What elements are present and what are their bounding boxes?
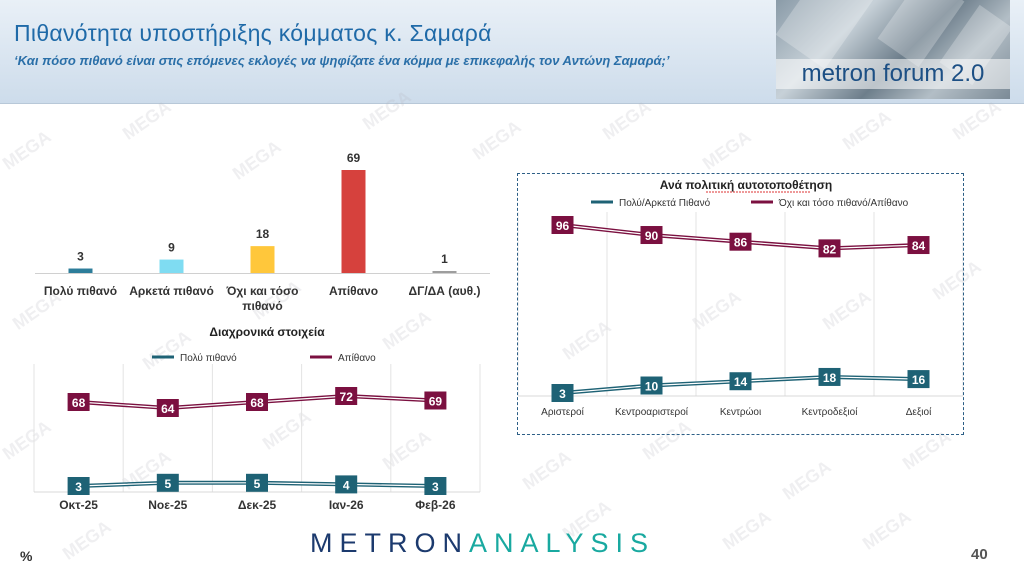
category-label: Δεξιοί	[906, 406, 932, 418]
bar	[159, 259, 184, 273]
data-point-marker	[907, 236, 930, 255]
data-point-marker	[729, 372, 752, 391]
data-point-marker	[551, 384, 574, 402]
metron-analysis-logo: METRONANALYSIS	[310, 528, 655, 559]
bar-chart: 3 Πολύ πιθανό 9 Αρκετά πιθανό 18 Όχι και τόσο…	[35, 151, 490, 313]
data-point-label: 84	[912, 239, 926, 253]
brand-right: ANALYSIS	[469, 528, 656, 558]
category-label: Κεντροδεξιοί	[802, 406, 859, 418]
bar-category-label: Πολύ πιθανό	[44, 284, 117, 298]
data-point-marker	[424, 477, 447, 495]
data-point-label: 64	[161, 402, 175, 416]
bar	[68, 268, 93, 273]
data-point-label: 3	[432, 480, 439, 494]
line-chart-title: Διαχρονικά στοιχεία	[209, 325, 325, 339]
data-point-label: 5	[254, 477, 261, 491]
bar-value-label: 18	[256, 227, 270, 241]
data-point-label: 10	[645, 380, 659, 394]
category-label: Δεκ-25	[238, 498, 277, 512]
mega-watermark: MEGA	[858, 506, 915, 554]
data-point-marker	[818, 239, 841, 258]
bar-category-label: ΔΓ/ΔΑ (αυθ.)	[409, 284, 481, 298]
data-point-label: 90	[645, 229, 659, 243]
data-point-label: 82	[823, 242, 837, 256]
data-point-marker	[640, 376, 663, 395]
bar	[250, 246, 275, 273]
data-point-marker	[67, 393, 90, 411]
data-point-marker	[729, 232, 752, 251]
mega-watermark: MEGA	[718, 506, 775, 554]
data-point-marker	[335, 387, 358, 405]
brand-left: METRON	[310, 528, 469, 558]
category-label: Ιαν-26	[329, 498, 364, 512]
unit-label: %	[20, 548, 33, 564]
data-point-label: 3	[559, 387, 566, 401]
page-number: 40	[971, 546, 988, 563]
data-point-label: 72	[340, 390, 354, 404]
data-point-label: 14	[734, 375, 748, 389]
data-point-marker	[907, 370, 930, 389]
data-point-label: 4	[343, 478, 350, 492]
bar-category-label: πιθανό	[242, 299, 282, 313]
bar	[341, 170, 366, 273]
line-chart-title: Ανά πολιτική αυτοτοποθέτηση	[660, 178, 833, 192]
bar-category-label: Αρκετά πιθανό	[129, 284, 214, 298]
data-point-label: 96	[556, 219, 570, 233]
legend-label: Απίθανο	[338, 352, 376, 364]
data-point-marker	[335, 475, 358, 494]
category-label: Οκτ-25	[59, 498, 98, 512]
data-point-marker	[246, 393, 268, 411]
mega-watermark: MEGA	[518, 446, 575, 494]
data-point-marker	[67, 477, 90, 495]
mega-watermark: MEGA	[838, 106, 895, 154]
data-point-marker	[551, 216, 574, 234]
bar-value-label: 3	[77, 250, 84, 264]
legend-label: Πολύ/Αρκετά Πιθανό	[619, 197, 711, 209]
category-label: Αριστεροί	[541, 406, 584, 418]
data-point-marker	[156, 399, 179, 417]
data-point-marker	[640, 226, 663, 245]
mega-watermark: MEGA	[58, 516, 115, 564]
slide-subtitle: ‘Και πόσο πιθανό είναι στις επόμενες εκλ…	[14, 53, 670, 68]
bar-category-label: Απίθανο	[329, 284, 378, 298]
bar-value-label: 69	[347, 151, 361, 165]
data-point-marker	[156, 473, 179, 492]
legend-label: Πολύ πιθανό	[180, 352, 237, 364]
slide-title: Πιθανότητα υποστήριξης κόμματος κ. Σαμαρ…	[14, 20, 492, 46]
category-label: Κεντρώοι	[720, 406, 761, 418]
bar-value-label: 1	[441, 252, 448, 266]
data-point-label: 68	[250, 396, 264, 410]
data-point-label: 68	[72, 396, 86, 410]
bar	[432, 271, 457, 273]
bar-category-label: Όχι και τόσο	[225, 284, 298, 298]
legend-label: Όχι και τόσο πιθανό/Απίθανο	[778, 197, 909, 209]
data-point-label: 86	[734, 236, 748, 250]
data-point-label: 18	[823, 371, 837, 385]
political-line-chart: Ανά πολιτική αυτοτοποθέτηση Πολύ/Αρκετά Π…	[518, 178, 963, 418]
category-label: Νοε-25	[148, 498, 187, 512]
category-label: Φεβ-26	[415, 498, 456, 512]
data-point-marker	[246, 473, 268, 492]
data-point-label: 5	[164, 477, 171, 491]
category-label: Κεντροαριστεροί	[615, 406, 689, 418]
data-point-label: 3	[75, 480, 82, 494]
logo-text: metron forum 2.0	[776, 59, 1010, 89]
metron-forum-logo: metron forum 2.0	[776, 0, 1010, 99]
data-point-marker	[818, 367, 841, 386]
mega-watermark: MEGA	[698, 126, 755, 174]
data-point-label: 69	[429, 395, 443, 409]
trend-line-chart: Διαχρονικά στοιχεία Πολύ πιθανό Απίθανο 3 5 5…	[33, 325, 481, 512]
data-point-label: 16	[912, 373, 926, 387]
data-point-marker	[424, 391, 447, 410]
mega-watermark: MEGA	[778, 456, 835, 504]
bar-value-label: 9	[168, 241, 175, 255]
